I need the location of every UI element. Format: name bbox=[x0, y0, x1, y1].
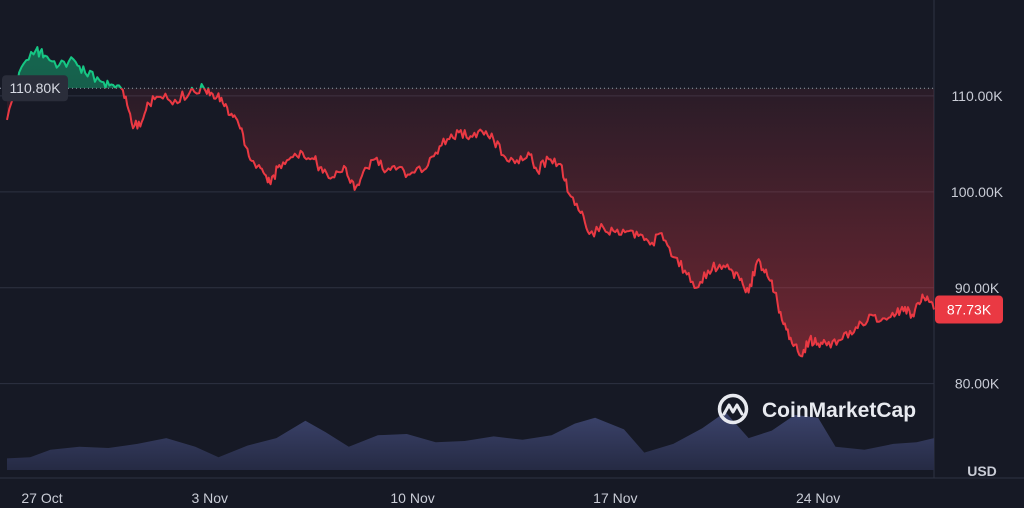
x-tick-label: 24 Nov bbox=[796, 490, 840, 506]
baseline-price-badge: 110.80K bbox=[2, 75, 68, 102]
currency-label: USD bbox=[967, 463, 997, 479]
coinmarketcap-logo-icon bbox=[717, 393, 749, 425]
x-tick-label: 3 Nov bbox=[191, 490, 228, 506]
watermark-text: CoinMarketCap bbox=[762, 399, 916, 422]
y-tick-label: 100.00K bbox=[951, 184, 1004, 200]
y-tick-label: 80.00K bbox=[955, 376, 1000, 392]
x-axis: 27 Oct 3 Nov 10 Nov 17 Nov 24 Nov bbox=[21, 490, 840, 506]
coinmarketcap-watermark: CoinMarketCap bbox=[717, 393, 916, 425]
x-tick-label: 17 Nov bbox=[593, 490, 637, 506]
volume-area bbox=[7, 412, 934, 470]
x-tick-label: 10 Nov bbox=[390, 490, 434, 506]
area-fill-below-baseline bbox=[7, 88, 934, 357]
current-badge-background bbox=[935, 295, 1003, 324]
baseline-badge-label: 110.80K bbox=[9, 80, 61, 96]
price-series-line[interactable] bbox=[6, 46, 935, 358]
current-badge-label: 87.73K bbox=[947, 302, 992, 318]
price-line-down[interactable] bbox=[6, 47, 935, 358]
y-axis: 80.00K 90.00K 100.00K 110.00K bbox=[951, 88, 1004, 392]
volume-series bbox=[7, 412, 934, 470]
current-price-badge: 87.73K bbox=[935, 295, 1003, 324]
baseline-badge-background bbox=[2, 75, 68, 102]
y-tick-label: 90.00K bbox=[955, 280, 1000, 296]
y-tick-label: 110.00K bbox=[951, 88, 1003, 104]
x-tick-label: 27 Oct bbox=[21, 490, 62, 506]
